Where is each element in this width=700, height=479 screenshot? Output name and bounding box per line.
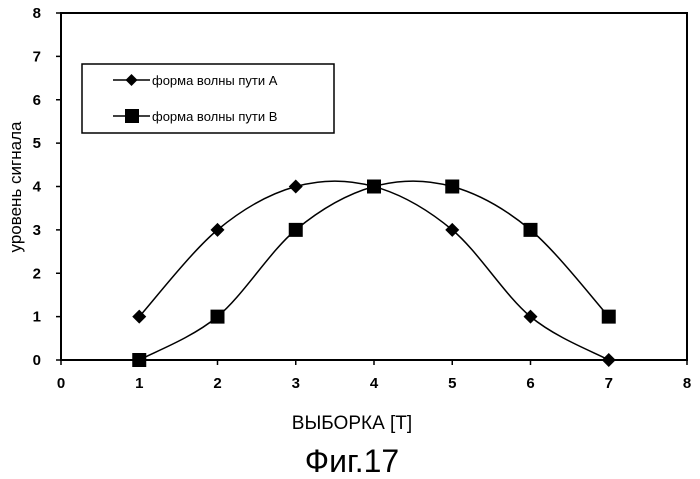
y-tick-label: 2 — [33, 265, 41, 282]
data-point-b — [211, 310, 225, 324]
data-point-b — [602, 310, 616, 324]
y-tick-label: 5 — [33, 135, 41, 152]
x-tick-label: 7 — [605, 375, 613, 392]
x-tick-label: 6 — [526, 375, 534, 392]
x-tick-label: 4 — [370, 375, 379, 392]
data-point-b — [289, 223, 303, 237]
y-axis-ticks: 0 1 2 3 4 5 6 7 8 — [33, 5, 61, 369]
y-tick-label: 0 — [33, 352, 41, 369]
x-tick-label: 3 — [292, 375, 300, 392]
x-axis-title: ВЫБОРКА [T] — [292, 413, 412, 434]
legend-marker-b — [125, 109, 139, 123]
x-tick-label: 0 — [57, 375, 65, 392]
legend: форма волны пути А форма волны пути В — [82, 64, 334, 133]
y-axis-title: уровень сигнала — [6, 121, 25, 252]
data-point-b — [524, 223, 538, 237]
y-tick-label: 3 — [33, 222, 41, 239]
x-tick-label: 8 — [683, 375, 691, 392]
y-tick-label: 7 — [33, 48, 41, 65]
data-point-b — [132, 353, 146, 367]
y-tick-label: 8 — [33, 5, 41, 22]
data-point-b — [367, 180, 381, 194]
y-tick-label: 1 — [33, 309, 41, 326]
legend-label-b: форма волны пути В — [152, 109, 277, 124]
y-tick-label: 6 — [33, 92, 41, 109]
x-tick-label: 2 — [213, 375, 221, 392]
x-axis-ticks: 0 1 2 3 4 5 6 7 8 — [57, 360, 691, 392]
x-tick-label: 5 — [448, 375, 456, 392]
legend-label-a: форма волны пути А — [152, 73, 278, 88]
data-point-b — [445, 180, 459, 194]
figure-caption: Фиг.17 — [305, 443, 399, 479]
x-tick-label: 1 — [135, 375, 143, 392]
y-tick-label: 4 — [33, 179, 42, 196]
